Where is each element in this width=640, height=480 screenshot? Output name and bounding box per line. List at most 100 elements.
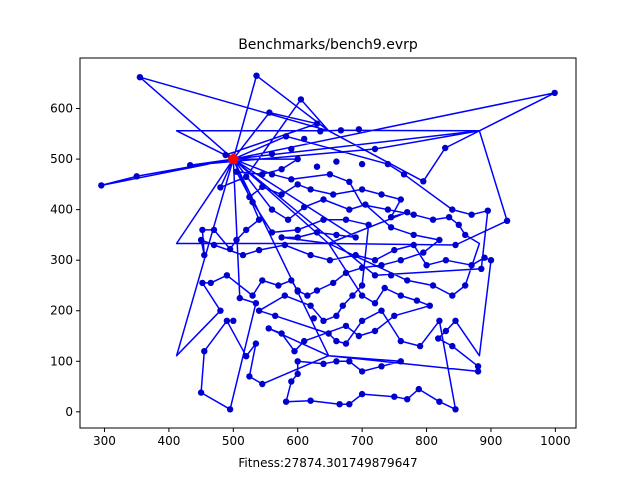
customer-point xyxy=(387,224,395,231)
customer-point xyxy=(474,368,482,375)
customer-point xyxy=(484,207,491,214)
x-tick-label: 900 xyxy=(480,434,503,448)
customer-point xyxy=(243,353,250,360)
customer-point xyxy=(416,342,424,350)
customer-point xyxy=(223,272,231,279)
customer-point xyxy=(281,292,288,299)
customer-point xyxy=(255,246,263,254)
customer-point xyxy=(304,292,311,299)
customer-point xyxy=(259,171,266,178)
customer-point xyxy=(259,183,266,191)
y-tick-label: 500 xyxy=(50,152,73,166)
customer-point xyxy=(445,214,453,221)
customer-point xyxy=(223,317,231,324)
chart-title: Benchmarks/bench9.evrp xyxy=(238,37,418,53)
customer-point xyxy=(326,171,334,178)
customer-point xyxy=(284,216,292,223)
customer-point xyxy=(462,282,469,289)
customer-point xyxy=(413,297,421,304)
y-tick-label: 100 xyxy=(50,354,73,368)
customer-point xyxy=(352,251,359,259)
customer-point xyxy=(436,317,443,324)
customer-point xyxy=(297,96,305,103)
customer-point xyxy=(197,236,205,244)
customer-point xyxy=(252,300,260,307)
customer-point xyxy=(243,226,250,234)
customer-point xyxy=(462,231,469,239)
customer-point xyxy=(294,358,301,365)
customer-point xyxy=(201,251,208,259)
customer-point xyxy=(226,406,234,413)
x-tick-label: 300 xyxy=(93,434,116,448)
customer-point xyxy=(415,385,422,393)
customer-point xyxy=(288,378,295,385)
customer-point xyxy=(133,173,140,180)
customer-point xyxy=(410,211,417,218)
customer-point xyxy=(291,348,298,355)
customer-point xyxy=(313,163,321,170)
customer-point xyxy=(233,168,240,175)
customer-point xyxy=(355,332,363,340)
x-tick-label: 500 xyxy=(222,434,245,448)
customer-point xyxy=(342,340,350,347)
customer-point xyxy=(294,155,301,163)
customer-point xyxy=(452,317,459,324)
customer-point xyxy=(452,406,459,413)
customer-point xyxy=(503,217,511,224)
customer-point xyxy=(275,282,282,289)
customer-point xyxy=(333,337,340,345)
customer-point xyxy=(346,358,353,365)
customer-point xyxy=(255,307,263,314)
customer-point xyxy=(252,340,260,347)
customer-point xyxy=(272,312,279,319)
customer-point xyxy=(313,229,321,236)
customer-point xyxy=(268,150,276,158)
customer-point xyxy=(98,182,105,189)
customer-point xyxy=(400,171,408,178)
customer-point xyxy=(243,173,250,180)
customer-point xyxy=(378,363,385,370)
customer-point xyxy=(384,206,392,213)
customer-point xyxy=(294,234,301,241)
customer-point xyxy=(371,272,379,279)
customer-point xyxy=(420,249,427,256)
customer-point xyxy=(239,251,247,259)
customer-point xyxy=(307,186,314,193)
customer-point xyxy=(404,396,411,403)
customer-point xyxy=(266,109,273,116)
customer-point xyxy=(436,236,443,244)
customer-point xyxy=(236,294,243,302)
customer-point xyxy=(358,264,366,271)
customer-point xyxy=(268,206,276,213)
customer-point xyxy=(278,330,285,337)
x-tick-label: 800 xyxy=(415,434,438,448)
customer-point xyxy=(226,245,234,253)
customer-point xyxy=(391,246,398,254)
customer-point xyxy=(288,145,295,153)
customer-point xyxy=(358,368,366,375)
customer-point xyxy=(387,272,395,279)
customer-point xyxy=(310,315,317,322)
customer-point xyxy=(378,307,385,314)
customer-point xyxy=(294,181,301,188)
customer-point xyxy=(320,196,327,203)
y-tick-label: 400 xyxy=(50,203,73,217)
customer-point xyxy=(197,389,205,396)
customer-point xyxy=(352,234,359,241)
customer-point xyxy=(342,216,350,223)
customer-point xyxy=(371,300,379,307)
customer-point xyxy=(278,191,285,198)
customer-point xyxy=(187,162,194,169)
customer-point xyxy=(199,279,206,287)
customer-point xyxy=(253,72,260,79)
customer-point xyxy=(333,358,340,365)
customer-point xyxy=(217,307,224,314)
customer-point xyxy=(249,198,256,206)
y-tick-label: 300 xyxy=(50,253,73,267)
customer-point xyxy=(349,292,356,299)
x-tick-label: 400 xyxy=(157,434,180,448)
customer-point xyxy=(478,265,485,272)
customer-point xyxy=(246,373,253,380)
customer-point xyxy=(420,178,427,185)
